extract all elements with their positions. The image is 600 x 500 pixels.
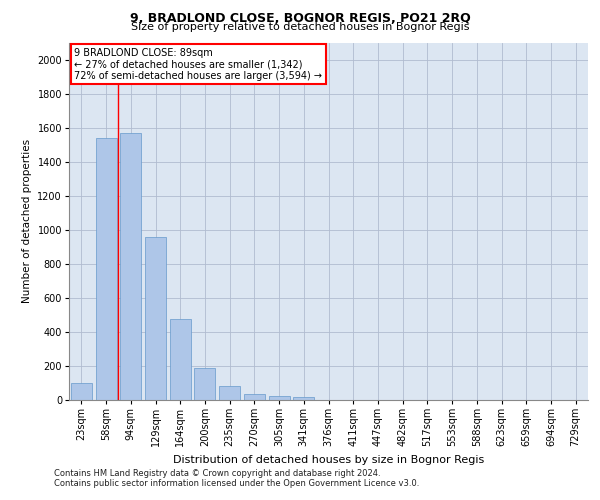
Bar: [194, 368, 215, 400]
Bar: [145, 236, 166, 400]
Text: 9 BRADLOND CLOSE: 89sqm
← 27% of detached houses are smaller (1,342)
72% of semi: 9 BRADLOND CLOSE: 89sqm ← 27% of detache…: [74, 48, 322, 81]
Y-axis label: Number of detached properties: Number of detached properties: [22, 139, 32, 304]
X-axis label: Distribution of detached houses by size in Bognor Regis: Distribution of detached houses by size …: [173, 454, 484, 464]
Text: Contains public sector information licensed under the Open Government Licence v3: Contains public sector information licen…: [54, 478, 419, 488]
Text: Contains HM Land Registry data © Crown copyright and database right 2024.: Contains HM Land Registry data © Crown c…: [54, 468, 380, 477]
Text: 9, BRADLOND CLOSE, BOGNOR REGIS, PO21 2RQ: 9, BRADLOND CLOSE, BOGNOR REGIS, PO21 2R…: [130, 12, 470, 24]
Bar: [293, 398, 314, 400]
Bar: [71, 383, 92, 400]
Bar: [269, 396, 290, 400]
Bar: [95, 138, 116, 400]
Bar: [170, 319, 191, 400]
Text: Size of property relative to detached houses in Bognor Regis: Size of property relative to detached ho…: [131, 22, 469, 32]
Bar: [244, 394, 265, 400]
Bar: [219, 386, 240, 400]
Bar: [120, 132, 141, 400]
